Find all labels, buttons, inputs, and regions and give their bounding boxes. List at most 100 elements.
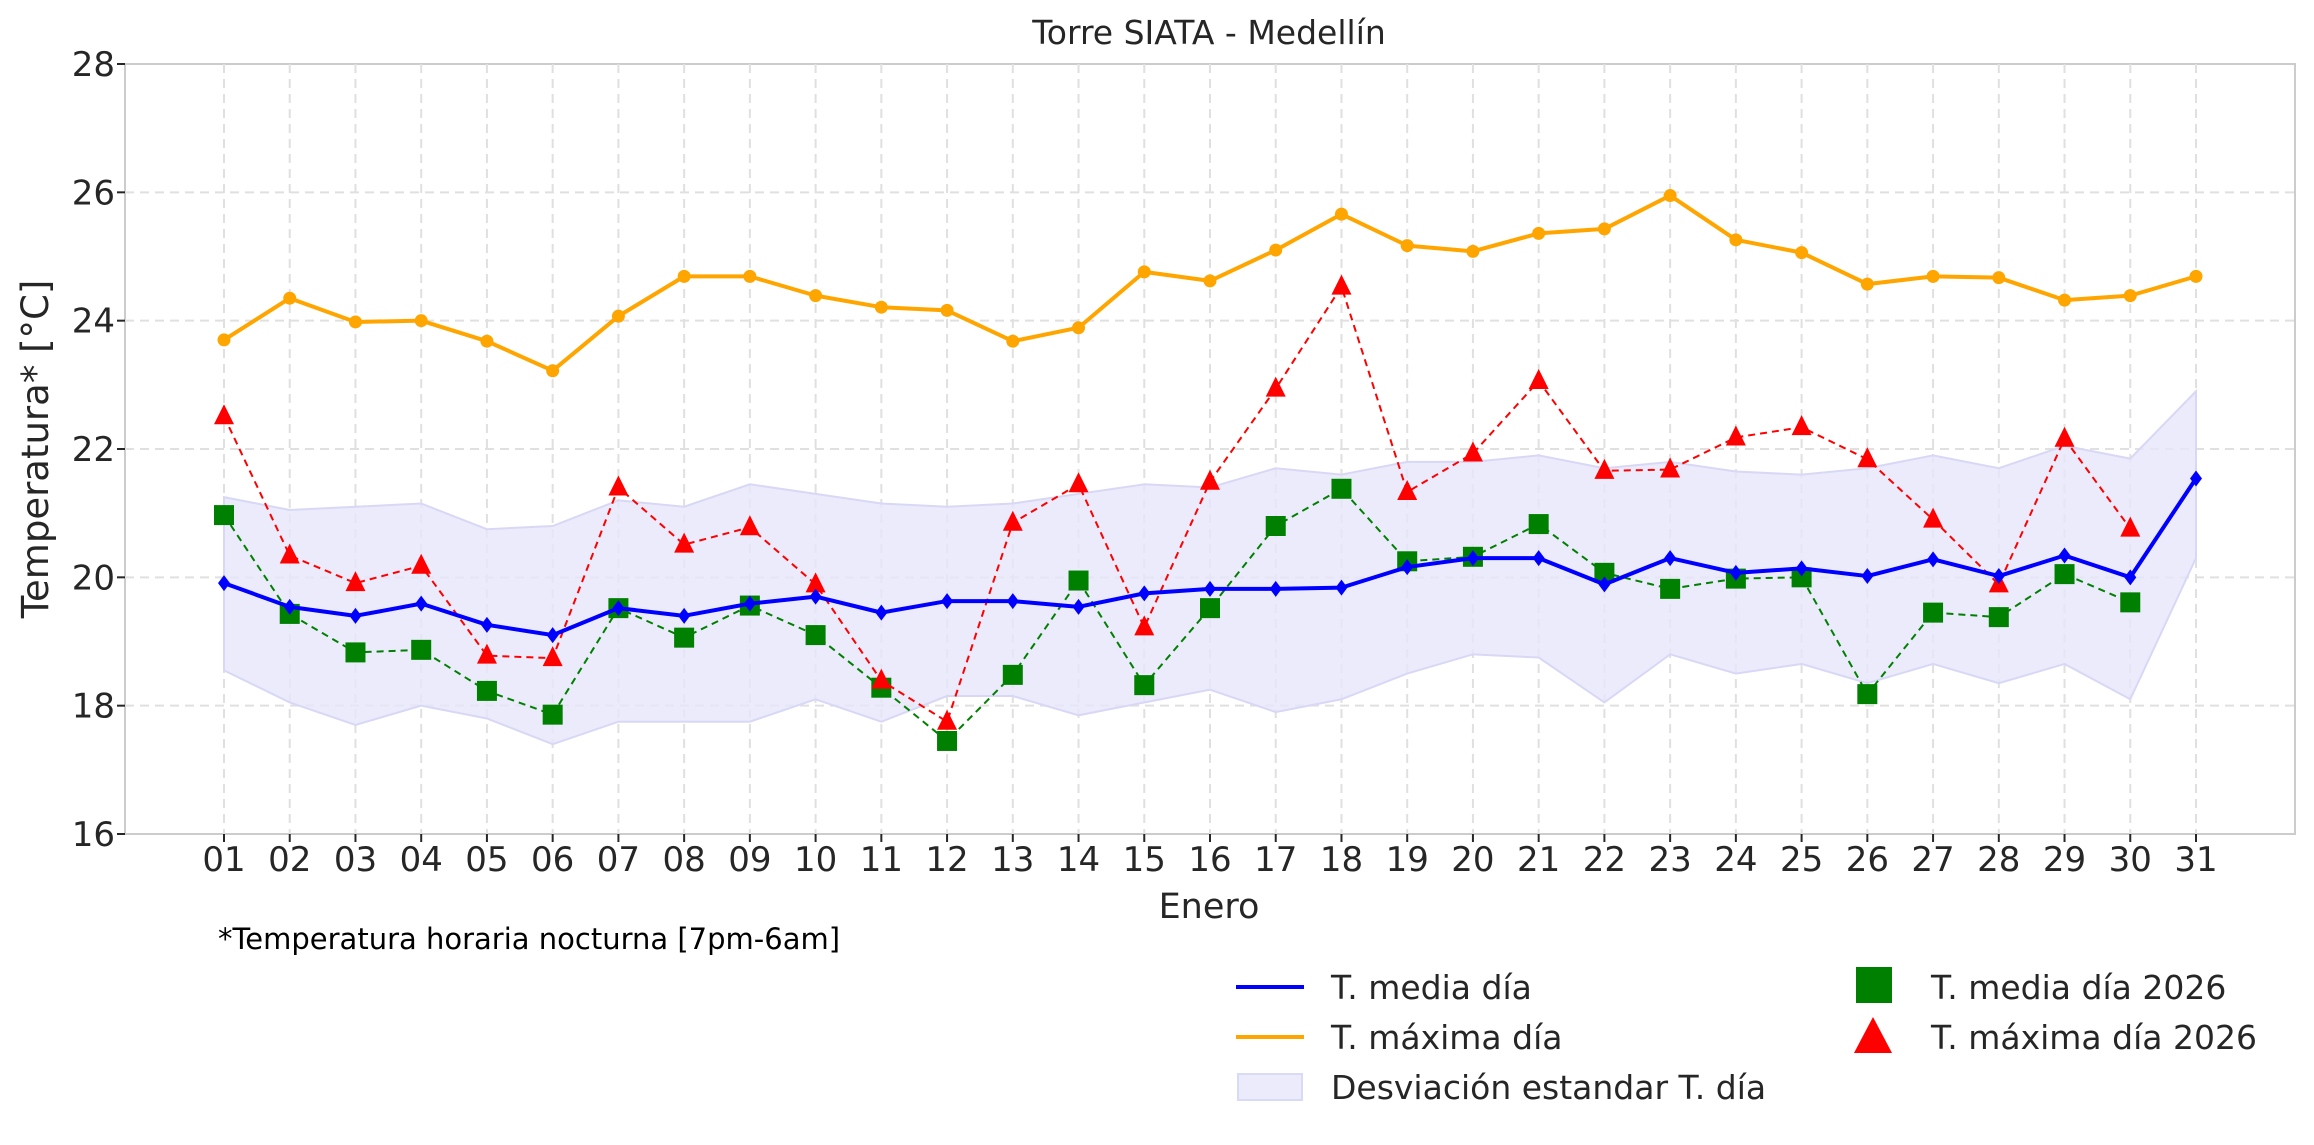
data-point-diamond xyxy=(1401,559,1414,576)
data-point-circle xyxy=(1926,269,1940,283)
series-t-media-d-a-2026 xyxy=(214,478,2141,751)
data-point-square xyxy=(476,680,497,701)
series-group xyxy=(214,189,2203,751)
data-point-circle xyxy=(480,334,494,348)
x-axis-label: Enero xyxy=(1159,887,1260,927)
legend-item-maxima-2026: T. máxima día 2026 xyxy=(1836,1015,2257,1059)
data-point-triangle xyxy=(542,646,563,667)
square-marker-icon xyxy=(1836,965,1904,1009)
y-axis-label: Temperatura* [°C] xyxy=(14,280,57,620)
data-point-square xyxy=(2054,564,2075,585)
x-tick-label: 26 xyxy=(1846,840,1889,880)
x-tick-label: 01 xyxy=(202,840,245,880)
data-point-triangle xyxy=(214,404,234,425)
data-point-circle xyxy=(1203,274,1217,288)
data-point-triangle xyxy=(805,572,826,593)
x-tick-label: 22 xyxy=(1583,840,1626,880)
data-point-circle xyxy=(874,300,888,314)
data-point-triangle xyxy=(1200,469,1220,490)
data-point-diamond xyxy=(1072,598,1085,615)
x-tick-label: 05 xyxy=(465,840,508,880)
data-point-circle xyxy=(940,303,954,317)
x-tick-label: 29 xyxy=(2043,840,2086,880)
y-axis-ticks: 16 18 20 22 24 26 28 xyxy=(72,45,125,855)
series-t-m-xima-d-a-2026 xyxy=(214,274,2141,730)
x-tick-label: 08 xyxy=(663,840,706,880)
x-tick-label: 30 xyxy=(2109,840,2152,880)
data-point-square xyxy=(1068,570,1089,591)
data-point-diamond xyxy=(2124,569,2137,586)
data-point-circle xyxy=(1597,222,1611,236)
data-point-square xyxy=(1988,607,2009,628)
data-point-square xyxy=(1200,598,1220,619)
data-point-square xyxy=(1791,567,1812,588)
data-point-triangle xyxy=(1857,447,1878,468)
data-point-triangle xyxy=(476,643,497,664)
data-point-square xyxy=(805,625,826,646)
x-tick-label: 04 xyxy=(400,840,443,880)
y-tick-label: 24 xyxy=(72,302,115,342)
line-swatch-icon xyxy=(1236,965,1304,1009)
data-point-triangle xyxy=(739,515,760,536)
data-point-circle xyxy=(1269,243,1283,257)
data-point-triangle xyxy=(1068,472,1089,493)
data-point-diamond xyxy=(218,575,230,592)
series-t-media-d-a xyxy=(218,470,2202,644)
data-point-circle xyxy=(414,314,428,328)
data-point-triangle xyxy=(871,668,892,689)
data-point-diamond xyxy=(1466,550,1479,567)
legend-item-desviacion: Desviación estandar T. día xyxy=(1236,1065,1766,1109)
x-tick-label: 14 xyxy=(1057,840,1100,880)
data-point-square xyxy=(1923,602,1944,623)
data-point-circle xyxy=(2058,293,2072,307)
x-tick-label: 10 xyxy=(794,840,837,880)
series-line xyxy=(223,487,2131,742)
data-point-diamond xyxy=(2190,470,2202,487)
data-point-circle xyxy=(2123,289,2137,303)
data-point-square xyxy=(1331,478,1352,499)
data-point-circle xyxy=(283,291,297,305)
x-tick-label: 12 xyxy=(925,840,968,880)
data-point-square xyxy=(1594,562,1615,583)
data-point-circle xyxy=(1532,226,1546,240)
legend-label: T. media día 2026 xyxy=(1931,967,2227,1007)
x-axis-ticks: 01 02 03 04 05 06 07 08 09 10 11 12 13 14 15 16 17 18 19 20… xyxy=(202,834,2218,880)
x-tick-label: 16 xyxy=(1188,840,1231,880)
x-tick-label: 27 xyxy=(1911,840,1954,880)
data-point-circle xyxy=(1334,207,1348,221)
y-tick-label: 16 xyxy=(72,815,115,855)
data-point-diamond xyxy=(349,607,362,624)
data-point-diamond xyxy=(1927,551,1940,568)
data-point-triangle xyxy=(279,543,300,564)
data-point-diamond xyxy=(1335,579,1348,596)
data-point-triangle xyxy=(1528,368,1549,389)
data-point-square xyxy=(1002,664,1023,685)
data-point-circle xyxy=(1663,189,1677,203)
data-point-square xyxy=(1857,684,1878,705)
y-tick-label: 18 xyxy=(72,687,115,727)
data-point-triangle xyxy=(1397,479,1418,500)
y-tick-label: 22 xyxy=(72,430,115,470)
x-tick-label: 17 xyxy=(1254,840,1297,880)
legend-label: T. máxima día xyxy=(1331,1017,1563,1057)
legend-label: T. máxima día 2026 xyxy=(1931,1017,2257,1057)
data-point-square xyxy=(542,704,563,725)
data-point-triangle xyxy=(1002,510,1023,531)
x-tick-label: 25 xyxy=(1780,840,1823,880)
x-tick-label: 31 xyxy=(2174,840,2217,880)
x-tick-label: 07 xyxy=(597,840,640,880)
footnote: *Temperatura horaria nocturna [7pm-6am] xyxy=(218,922,841,956)
y-tick-label: 20 xyxy=(72,558,115,598)
data-point-triangle xyxy=(937,709,958,730)
data-point-circle xyxy=(677,269,691,283)
data-point-diamond xyxy=(678,607,691,624)
y-tick-label: 26 xyxy=(72,173,115,213)
x-tick-label: 18 xyxy=(1320,840,1363,880)
y-tick-label: 28 xyxy=(72,45,115,85)
data-point-diamond xyxy=(743,595,756,612)
legend-item-media-2026: T. media día 2026 xyxy=(1836,965,2226,1009)
data-point-square xyxy=(937,730,958,751)
data-point-triangle xyxy=(1725,425,1746,446)
data-point-diamond xyxy=(1532,550,1545,567)
data-point-square xyxy=(2120,592,2141,613)
